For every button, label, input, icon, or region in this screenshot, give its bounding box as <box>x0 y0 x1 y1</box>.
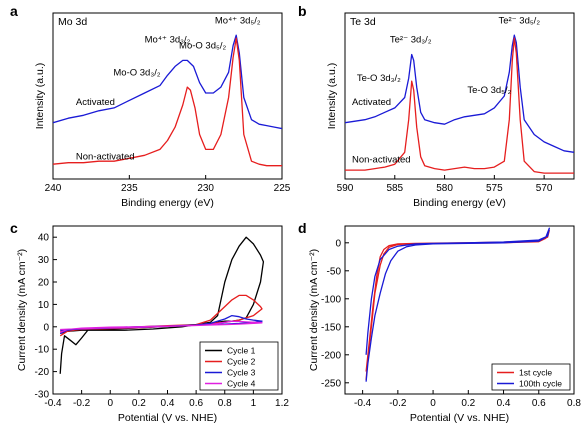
peak-annotation: Activated <box>76 97 115 108</box>
legend-label: Cycle 4 <box>227 379 256 389</box>
y-axis-label: Intensity (a.u.) <box>34 63 46 130</box>
x-tick-label: 0.6 <box>189 398 203 409</box>
y-tick-label: -50 <box>327 266 342 277</box>
x-tick-label: 585 <box>386 183 403 194</box>
peak-annotation: Te²⁻ 3d₃/₂ <box>390 35 432 46</box>
legend-label: 100th cycle <box>519 379 562 389</box>
x-tick-label: 0 <box>107 398 113 409</box>
series-line-activated <box>53 34 282 130</box>
legend-box <box>491 363 571 391</box>
x-tick-label: 235 <box>121 183 138 194</box>
series-line-cycle-4 <box>59 320 263 334</box>
x-tick-label: 0 <box>430 398 436 409</box>
x-axis-label: Binding energy (eV) <box>413 197 506 209</box>
y-axis-label: Current density (mA cm⁻²) <box>16 249 28 371</box>
y-tick-label: 0 <box>43 322 49 333</box>
legend-label: Cycle 2 <box>227 357 256 367</box>
peak-annotation: Mo⁴⁺ 3d₅/₂ <box>215 15 261 26</box>
legend-label: 1st cycle <box>519 368 552 378</box>
peak-annotation: Mo-O 3d₃/₂ <box>113 67 160 78</box>
series-line-1st-cycle <box>365 229 550 381</box>
x-tick-label: -0.4 <box>354 398 372 409</box>
series-line-100th-cycle <box>365 227 550 382</box>
y-axis-label: Current density (mA cm⁻²) <box>308 249 320 371</box>
x-tick-label: 0.6 <box>532 398 546 409</box>
peak-annotation: Mo⁴⁺ 3d₃/₂ <box>145 35 191 46</box>
panel-title: Mo 3d <box>58 16 87 28</box>
x-tick-label: 0.4 <box>497 398 511 409</box>
x-tick-label: 230 <box>197 183 214 194</box>
y-tick-label: -20 <box>35 367 50 378</box>
y-tick-label: -150 <box>321 322 341 333</box>
peak-annotation: Te-O 3d₃/₂ <box>357 73 401 84</box>
y-tick-label: -200 <box>321 350 341 361</box>
y-axis-label: Intensity (a.u.) <box>326 63 338 130</box>
x-tick-label: -0.2 <box>73 398 91 409</box>
y-tick-label: 40 <box>38 233 50 244</box>
x-tick-label: 225 <box>274 183 291 194</box>
x-tick-label: -0.4 <box>44 398 62 409</box>
x-axis-label: Potential (V vs. NHE) <box>410 412 509 424</box>
y-tick-label: 10 <box>38 300 50 311</box>
peak-annotation: Mo-O 3d₅/₂ <box>179 41 226 52</box>
panel-letter: c <box>10 220 18 236</box>
y-tick-label: -10 <box>35 345 50 356</box>
peak-annotation: Activated <box>352 97 391 108</box>
peak-annotation: Non-activated <box>76 152 135 163</box>
series-line-activated <box>345 34 574 153</box>
plot-frame <box>52 12 283 180</box>
x-tick-label: 1 <box>251 398 257 409</box>
x-tick-label: 240 <box>45 183 62 194</box>
x-tick-label: 590 <box>337 183 354 194</box>
series-line-non-activated <box>53 37 282 167</box>
plot-frame <box>344 12 575 180</box>
x-tick-label: 570 <box>536 183 553 194</box>
x-axis-label: Potential (V vs. NHE) <box>118 412 217 424</box>
peak-annotation: Te²⁻ 3d₅/₂ <box>498 15 540 26</box>
x-axis-label: Binding energy (eV) <box>121 197 214 209</box>
x-tick-label: 575 <box>486 183 503 194</box>
legend-label: Cycle 3 <box>227 368 256 378</box>
legend-label: Cycle 1 <box>227 346 256 356</box>
panel-title: Te 3d <box>350 16 376 28</box>
plot-frame <box>344 225 575 395</box>
panel-letter: d <box>298 220 307 236</box>
peak-annotation: Non-activated <box>352 155 411 166</box>
x-tick-label: 0.2 <box>461 398 475 409</box>
x-tick-label: 0.8 <box>218 398 232 409</box>
y-tick-label: 20 <box>38 278 50 289</box>
x-tick-label: 0.4 <box>161 398 175 409</box>
peak-annotation: Te-O 3d₅/₂ <box>467 85 511 96</box>
panel-letter: b <box>298 3 307 19</box>
x-tick-label: -0.2 <box>389 398 407 409</box>
x-tick-label: 580 <box>436 183 453 194</box>
x-tick-label: 0.8 <box>567 398 581 409</box>
y-tick-label: 0 <box>335 238 341 249</box>
y-tick-label: 30 <box>38 255 50 266</box>
y-tick-label: -100 <box>321 294 341 305</box>
panel-letter: a <box>10 3 18 19</box>
x-tick-label: 0.2 <box>132 398 146 409</box>
y-tick-label: -250 <box>321 378 341 389</box>
series-line-non-activated <box>345 37 574 174</box>
y-tick-label: -30 <box>35 390 50 401</box>
x-tick-label: 1.2 <box>275 398 289 409</box>
